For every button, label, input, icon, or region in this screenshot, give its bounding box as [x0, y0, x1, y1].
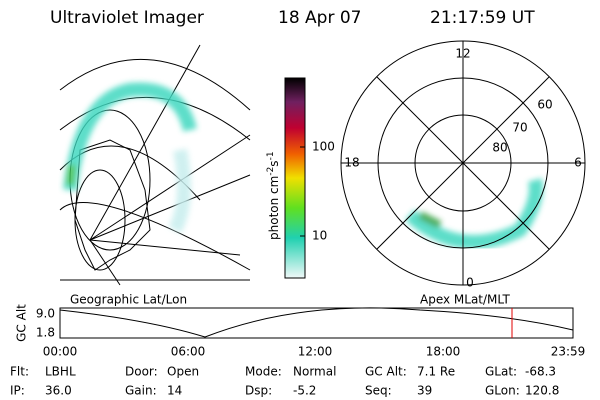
x-tick-label: 12:00 — [298, 345, 333, 359]
exp: -2 — [266, 167, 276, 176]
x-tick-label: 18:00 — [426, 345, 461, 359]
colorbar-tick-label: 10 — [312, 229, 327, 243]
field-value: 14 — [167, 384, 182, 398]
mlt-label: 6 — [574, 156, 582, 170]
unit: s — [267, 160, 281, 166]
field-label: GLon: — [485, 384, 520, 398]
field-label: Mode: — [245, 365, 282, 379]
title: Ultraviolet Imager — [50, 8, 204, 28]
field-value: 120.8 — [525, 384, 559, 398]
exp: -1 — [266, 151, 276, 160]
lat-label: 60 — [537, 98, 552, 112]
field-label: Gain: — [125, 384, 157, 398]
field-value: LBHL — [45, 365, 76, 379]
orbit-plot: GC Alt 9.0 1.8 00:00 06:00 12:00 18:00 2… — [15, 304, 586, 359]
unit: photon cm — [267, 176, 281, 240]
y-label: GC Alt — [15, 304, 29, 342]
map-label: Geographic Lat/Lon — [70, 293, 187, 307]
field-label: GC Alt: — [365, 365, 407, 379]
polar-plot: 12 18 6 0 60 70 80 Apex MLat/MLT — [340, 40, 586, 307]
field-value: 36.0 — [45, 384, 72, 398]
time: 21:17:59 UT — [430, 8, 535, 28]
field-value: Open — [167, 365, 199, 379]
polar-label: Apex MLat/MLT — [420, 293, 510, 307]
y-tick-label: 9.0 — [36, 307, 55, 321]
colorbar-tick-label: 100 — [312, 140, 335, 154]
field-value: Normal — [293, 365, 336, 379]
field-label: GLat: — [485, 365, 517, 379]
date: 18 Apr 07 — [278, 8, 361, 28]
field-value: 39 — [417, 384, 432, 398]
mlt-label: 0 — [466, 276, 474, 290]
field-label: Door: — [125, 365, 158, 379]
map: Geographic Lat/Lon — [59, 44, 251, 307]
colorbar-label: photon cm-2s-1 — [266, 151, 281, 240]
x-tick-label: 06:00 — [171, 345, 206, 359]
field-label: Seq: — [365, 384, 392, 398]
lat-label: 70 — [512, 121, 527, 135]
field-label: Flt: — [10, 365, 29, 379]
field-value: -68.3 — [525, 365, 556, 379]
x-tick-label: 00:00 — [43, 345, 78, 359]
y-tick-label: 1.8 — [36, 326, 55, 340]
x-tick-label: 23:59 — [551, 345, 586, 359]
field-label: Dsp: — [245, 384, 272, 398]
mlt-label: 18 — [344, 156, 359, 170]
lat-label: 80 — [492, 141, 507, 155]
colorbar — [284, 77, 306, 279]
field-value: -5.2 — [293, 384, 316, 398]
mlt-label: 12 — [455, 47, 470, 61]
field-label: IP: — [10, 384, 25, 398]
field-value: 7.1 Re — [417, 365, 455, 379]
footer: Flt: LBHL Door: Open Mode: Normal GC Alt: 7.1 R… — [10, 365, 559, 398]
